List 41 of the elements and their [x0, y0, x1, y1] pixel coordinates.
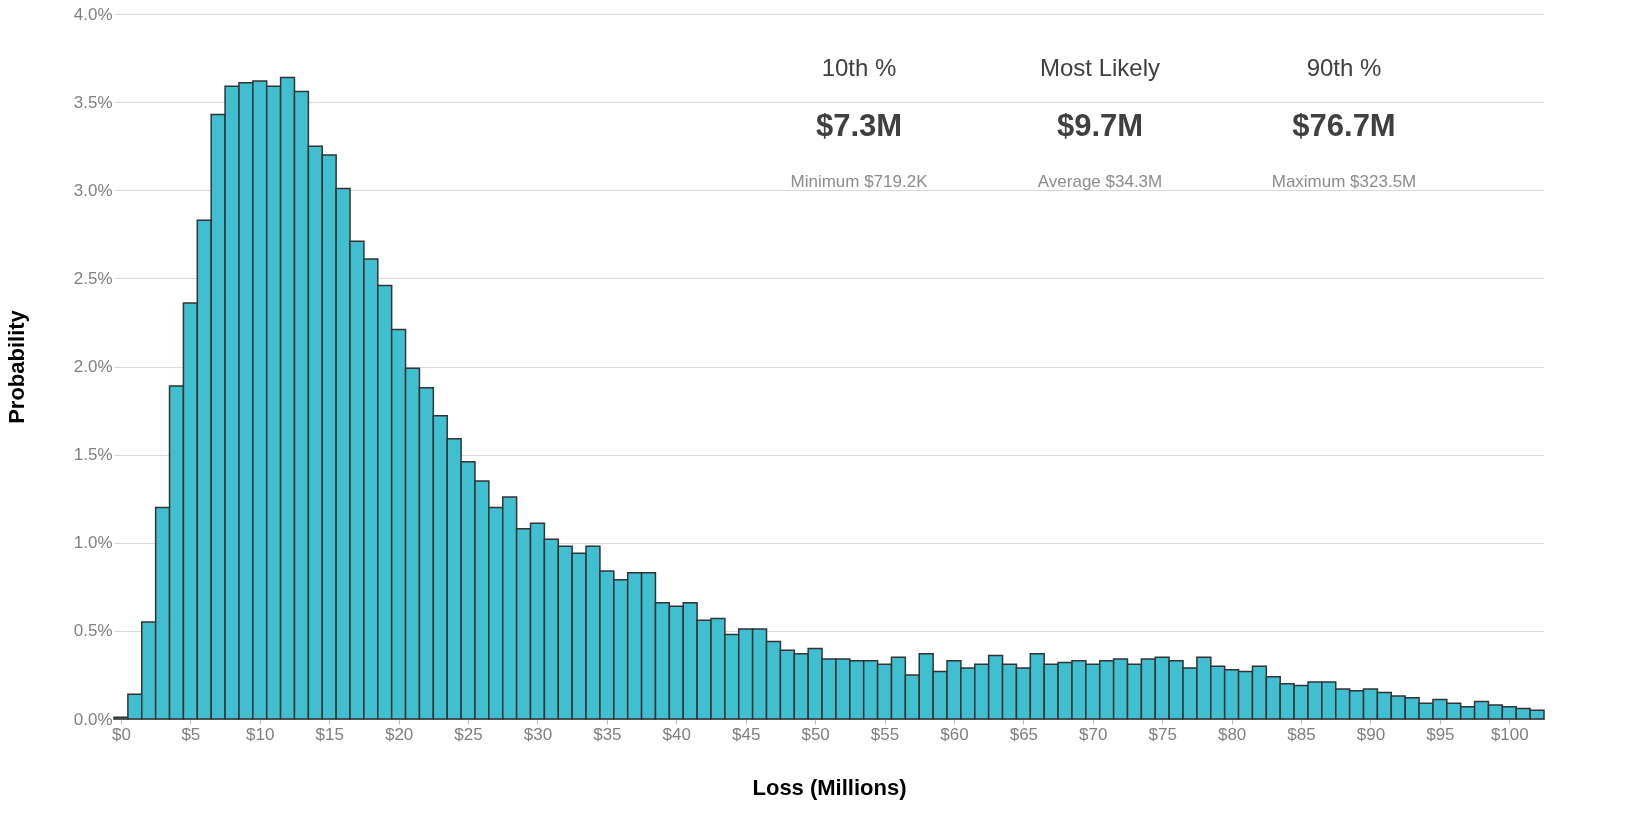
x-tick-label: $85: [1287, 724, 1316, 744]
x-tick-label: $10: [246, 724, 275, 744]
x-tick-label: $0: [111, 724, 131, 744]
x-tick-label: $90: [1356, 724, 1386, 744]
x-tick-label: $75: [1148, 724, 1177, 744]
y-tick-label: 4.0%: [73, 4, 113, 24]
y-tick-label: 1.0%: [73, 533, 113, 553]
x-tick-label: $65: [1009, 724, 1039, 744]
x-tick-label: $35: [593, 724, 622, 744]
annotation: 10th %: [821, 54, 897, 81]
annotation: 90th %: [1306, 54, 1382, 81]
y-tick-label: 0.0%: [73, 709, 113, 729]
y-tick-label: 3.0%: [73, 180, 113, 200]
x-tick-label: $5: [181, 724, 201, 744]
annotation: $76.7M: [1292, 108, 1396, 143]
x-tick-label: $30: [523, 724, 553, 744]
x-tick-label: $50: [801, 724, 830, 744]
x-tick-label: $20: [384, 724, 414, 744]
x-tick-label: $15: [315, 724, 344, 744]
annotation: Maximum $323.5M: [1271, 172, 1417, 191]
y-tick-label: 1.5%: [73, 445, 113, 465]
annotation: Average $34.3M: [1037, 172, 1163, 191]
x-tick-label: $25: [454, 724, 483, 744]
y-tick-label: 3.5%: [73, 92, 113, 112]
x-tick-label: $40: [662, 724, 691, 744]
x-tick-label: $55: [870, 724, 900, 744]
annotation: Most Likely: [1039, 54, 1161, 81]
x-tick-label: $100: [1490, 724, 1529, 744]
y-tick-label: 2.0%: [73, 357, 113, 376]
y-axis-title: Probability: [3, 309, 29, 424]
y-tick-label: 0.5%: [73, 621, 113, 641]
annotation: $7.3M: [815, 108, 903, 143]
x-tick-label: $80: [1217, 724, 1247, 744]
x-axis-title: Loss (Millions): [752, 774, 907, 800]
x-tick-label: $70: [1079, 724, 1108, 744]
x-tick-label: $95: [1426, 724, 1455, 744]
x-tick-label: $45: [732, 724, 761, 744]
annotation: Minimum $719.2K: [790, 172, 929, 191]
annotation: $9.7M: [1056, 108, 1144, 143]
x-tick-label: $60: [940, 724, 969, 744]
y-tick-label: 2.5%: [73, 268, 113, 288]
